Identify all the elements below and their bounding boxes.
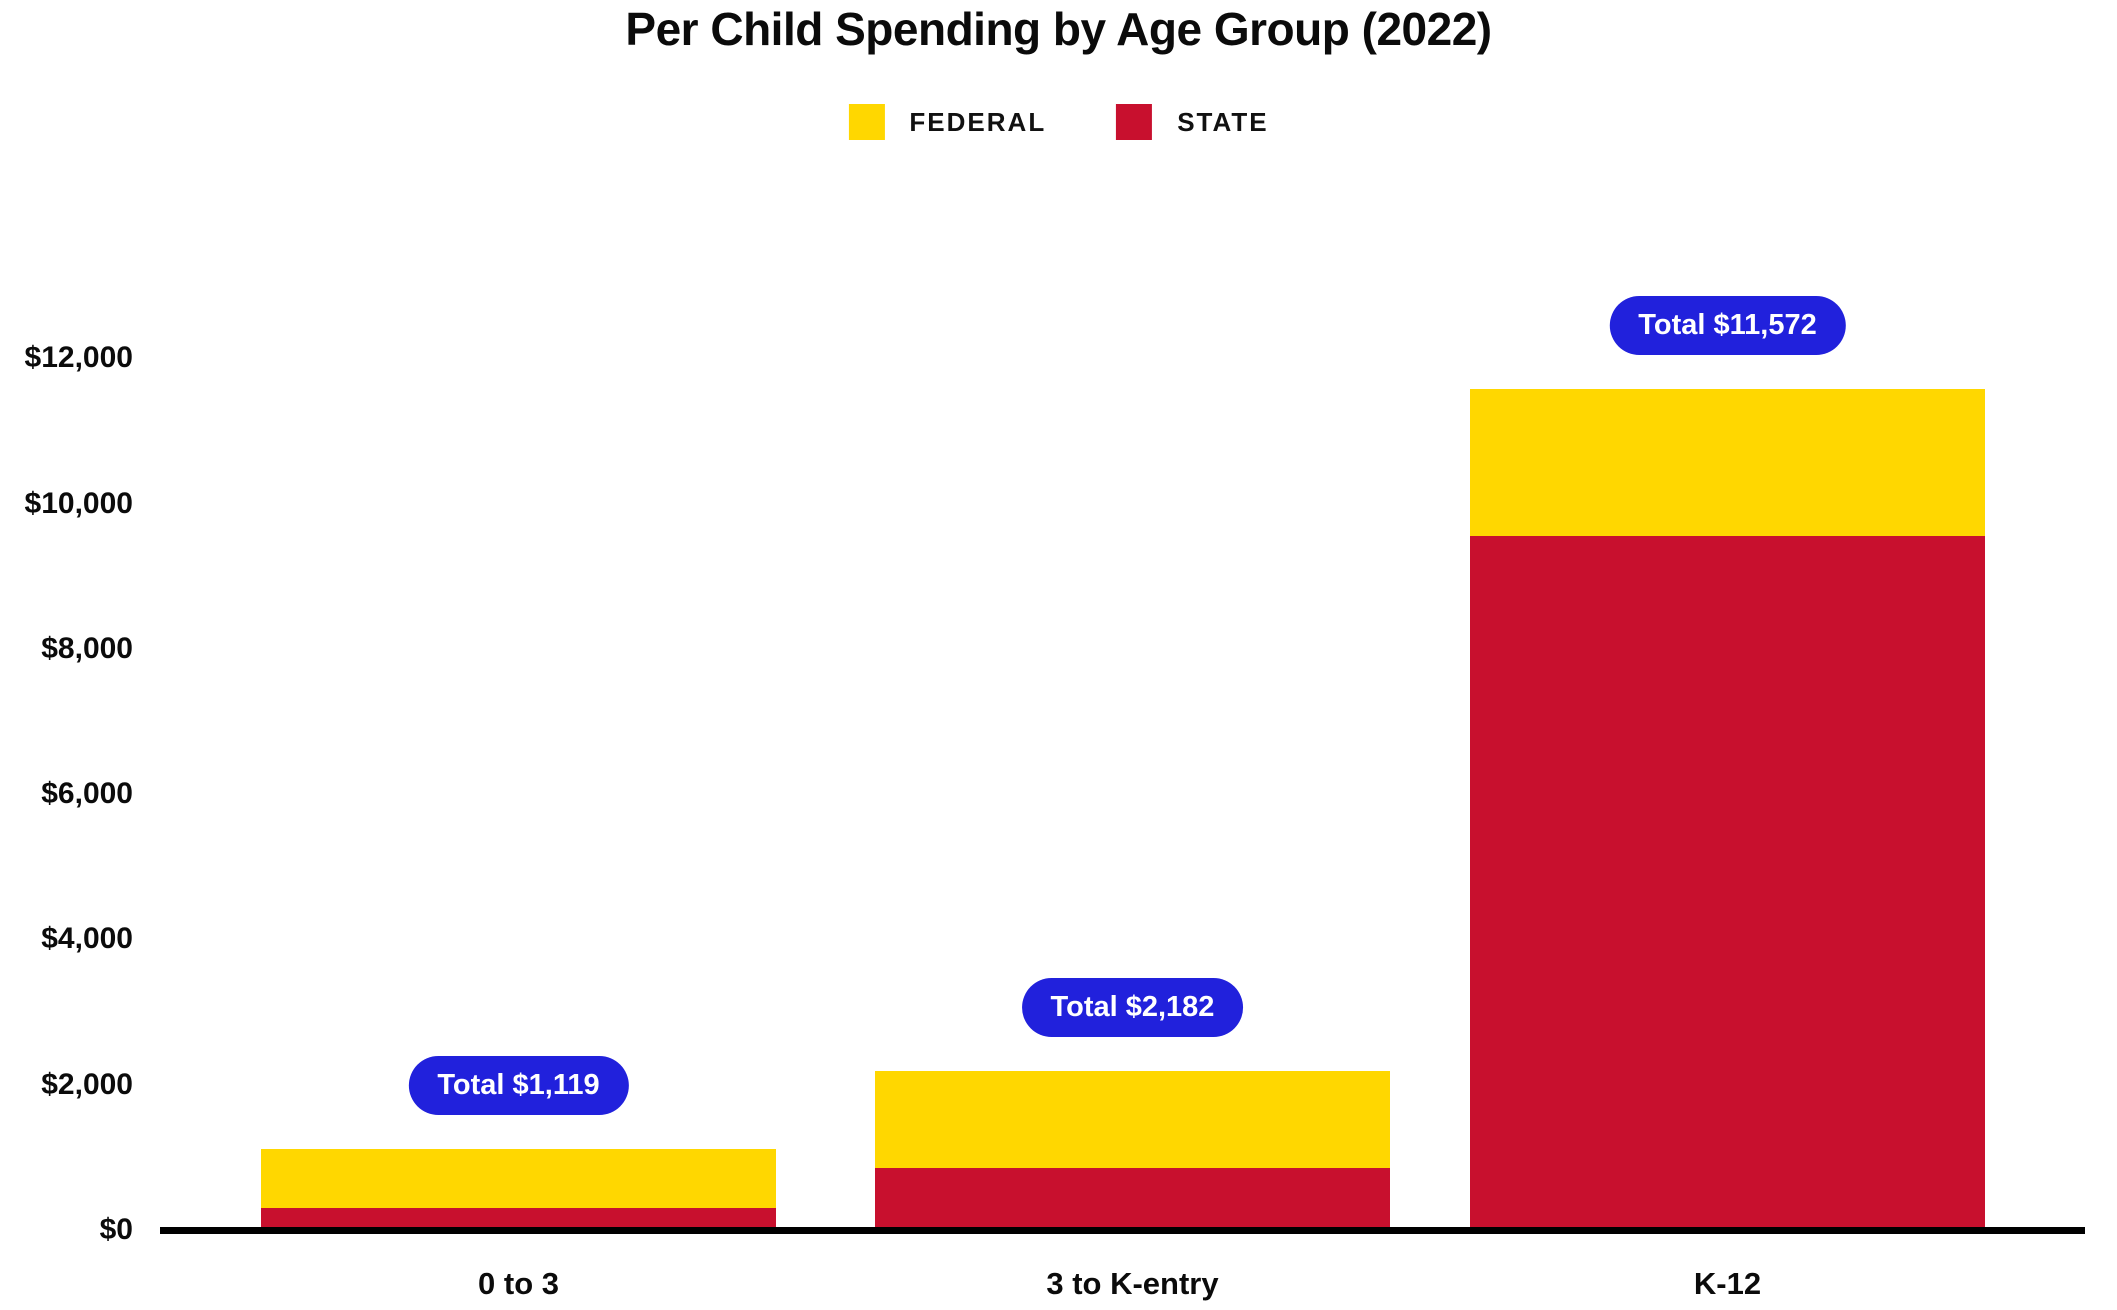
bar-segment-state-0-to-3: [261, 1207, 776, 1230]
x-axis-category-label: 3 to K-entry: [1046, 1266, 1219, 1301]
chart-title: Per Child Spending by Age Group (2022): [625, 3, 1492, 55]
legend-label-state: STATE: [1177, 106, 1269, 137]
federal-color-swatch: [848, 104, 885, 140]
bar-segment-federal-0-to-3: [261, 1148, 776, 1208]
x-axis-category-label: K-12: [1693, 1266, 1762, 1301]
bar-segment-state-3-to-k-entry: [875, 1167, 1390, 1230]
legend-label-federal: FEDERAL: [909, 106, 1047, 137]
total-badge-0-to-3: Total $1,119: [408, 1055, 629, 1115]
y-axis-tick-label: $4,000: [41, 922, 133, 956]
bar-segment-federal-k-12: [1470, 389, 1985, 536]
total-badge-k-12: Total $11,572: [1609, 296, 1846, 356]
state-color-swatch: [1116, 104, 1153, 140]
legend-item-federal: FEDERAL: [848, 104, 1046, 140]
bar-segment-state-k-12: [1470, 535, 1985, 1230]
chart-legend: FEDERAL STATE: [848, 104, 1268, 140]
y-axis-tick-label: $6,000: [41, 777, 133, 811]
total-badge-3-to-k-entry: Total $2,182: [1021, 978, 1244, 1038]
bar-segment-federal-3-to-k-entry: [875, 1071, 1390, 1168]
x-axis-category-label: 0 to 3: [478, 1266, 559, 1301]
y-axis-tick-label: $12,000: [24, 341, 133, 375]
y-axis-tick-label: $8,000: [41, 631, 133, 665]
y-axis-tick-label: $0: [99, 1213, 133, 1246]
legend-item-state: STATE: [1116, 104, 1268, 140]
x-axis-line: [160, 1227, 2085, 1234]
y-axis-tick-label: $10,000: [24, 486, 133, 520]
y-axis-tick-label: $2,000: [41, 1067, 133, 1101]
